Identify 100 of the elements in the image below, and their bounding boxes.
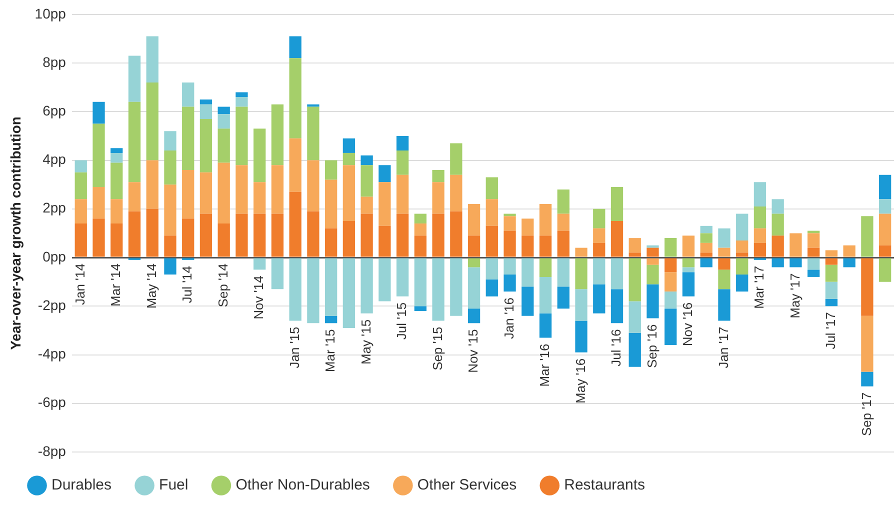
bar <box>736 214 748 240</box>
legend-label: Other Services <box>417 476 517 494</box>
bar <box>539 204 552 236</box>
bar <box>790 258 802 268</box>
bar <box>522 258 534 287</box>
bar <box>825 264 838 282</box>
y-tick-label: -8pp <box>38 442 66 459</box>
bar <box>307 160 320 212</box>
bar <box>754 228 766 243</box>
bar <box>182 106 194 170</box>
bar <box>664 308 677 346</box>
bar <box>360 165 373 197</box>
bar <box>628 301 641 333</box>
bar <box>271 258 284 290</box>
bar <box>825 282 838 299</box>
bar <box>682 258 695 268</box>
bar <box>557 286 570 309</box>
y-tick-label: -6pp <box>38 394 66 410</box>
y-tick-label: -2pp <box>38 296 66 313</box>
x-tick-label: Mar '14 <box>108 264 124 306</box>
bar <box>289 138 302 192</box>
bar <box>646 245 659 248</box>
bar <box>324 228 338 257</box>
bar <box>700 233 712 243</box>
bar <box>289 258 302 321</box>
bar <box>772 199 784 214</box>
bar <box>218 128 230 163</box>
bar <box>736 258 748 275</box>
bar <box>432 170 444 182</box>
bar <box>92 187 105 219</box>
bar <box>396 136 409 151</box>
bar <box>414 214 426 224</box>
x-tick-label: May '14 <box>144 264 159 309</box>
bar <box>324 258 338 316</box>
bar <box>593 228 606 243</box>
bar <box>289 58 302 138</box>
bar <box>450 211 462 257</box>
y-tick-label: 10pp <box>34 5 66 22</box>
bar <box>289 192 302 257</box>
bar <box>182 170 194 219</box>
bar <box>593 258 606 284</box>
bar <box>414 258 426 306</box>
bar <box>628 252 641 257</box>
bar <box>164 131 176 151</box>
bar <box>396 258 409 296</box>
x-tick-label: Nov '15 <box>466 329 481 373</box>
bar <box>360 196 373 214</box>
bar <box>254 128 266 182</box>
bar <box>718 228 730 248</box>
bar <box>878 174 892 200</box>
bar <box>754 182 766 206</box>
bar <box>110 152 123 163</box>
bar <box>486 177 498 200</box>
bar <box>557 258 570 287</box>
bar <box>878 258 892 282</box>
bar <box>360 214 373 257</box>
bar <box>557 214 570 231</box>
bar <box>664 292 677 309</box>
bar <box>200 118 212 172</box>
bar <box>825 258 838 265</box>
y-tick-label: 4pp <box>42 151 66 168</box>
bar <box>182 218 194 257</box>
bar <box>396 214 409 257</box>
bar <box>236 165 248 214</box>
bar <box>92 218 105 257</box>
bar <box>843 245 856 257</box>
bar <box>146 208 158 257</box>
bar <box>593 242 606 257</box>
bar <box>218 162 230 224</box>
bar <box>146 160 158 209</box>
x-tick-label: Sep '17 <box>858 392 874 436</box>
x-tick-label: Nov '14 <box>251 276 266 320</box>
bar <box>307 104 320 107</box>
bar <box>539 236 552 257</box>
bar <box>825 298 838 306</box>
bar <box>307 106 320 160</box>
bar <box>414 223 426 236</box>
bar <box>468 258 480 268</box>
bar <box>539 313 552 338</box>
bar <box>646 248 659 257</box>
bar <box>808 270 820 277</box>
bar <box>324 160 338 180</box>
bar <box>486 258 498 280</box>
legend-label: Restaurants <box>564 476 646 494</box>
bar <box>236 92 248 98</box>
bar <box>146 82 158 160</box>
bar <box>200 104 212 119</box>
bar <box>324 316 338 324</box>
bar <box>92 102 105 124</box>
legend-label: Other Non-Durables <box>236 476 370 494</box>
bar <box>468 267 480 309</box>
bar <box>110 199 123 224</box>
x-tick-label: Mar '16 <box>537 344 552 387</box>
bar <box>718 289 730 321</box>
bar <box>128 102 141 182</box>
bar <box>522 286 534 316</box>
bar <box>718 258 730 270</box>
bar <box>718 270 730 290</box>
bar <box>808 248 820 257</box>
bar <box>164 150 176 185</box>
